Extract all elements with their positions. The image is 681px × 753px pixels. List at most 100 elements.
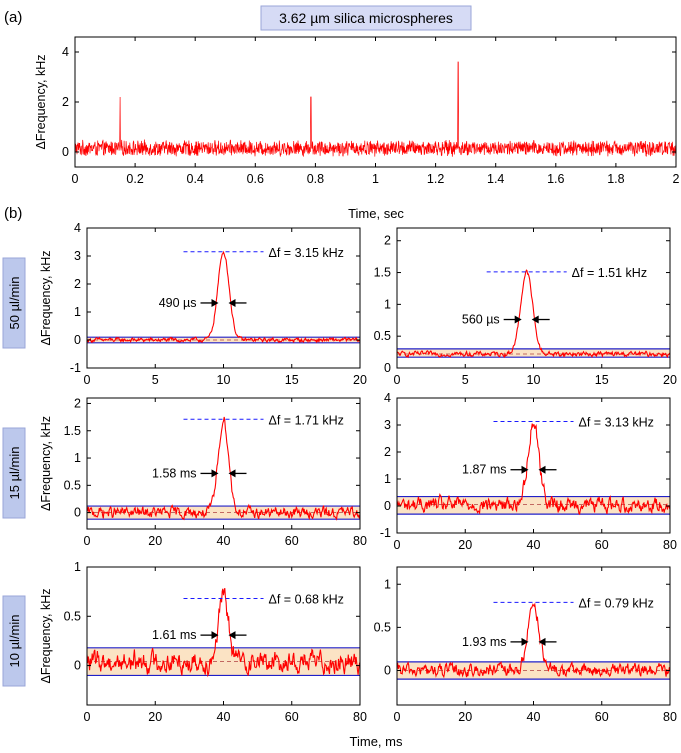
axes-frame [396, 227, 671, 369]
y-tick-label: -1 [70, 361, 81, 375]
width-arrowhead-left [521, 637, 529, 646]
y-tick-label: 0.5 [64, 478, 81, 492]
x-tick-label: 10 [527, 373, 541, 387]
y-tick-label: -1 [380, 526, 391, 540]
x-tick-label: 40 [527, 538, 541, 552]
y-tick-label: 1 [384, 577, 391, 591]
plots-layer: 0 0.2 0.4 0.6 0.8 1 1.2 1.4 1.6 1.8 2024ΔFrequency… [34, 36, 680, 724]
width-arrowhead-right [538, 465, 546, 474]
signal-trace [87, 588, 360, 678]
y-tick-label: 0 [384, 361, 391, 375]
plot-area [87, 416, 360, 521]
delta-f-label: Δf = 1.71 kHz [269, 413, 344, 427]
axes-frame [86, 566, 361, 706]
width-arrowhead-right [538, 637, 546, 646]
x-tick-label: 60 [595, 538, 609, 552]
x-tick-label: 1.6 [547, 172, 564, 186]
x-tick-label: 0 [394, 538, 401, 552]
delta-f-label: Δf = 3.15 kHz [269, 246, 344, 260]
y-tick-label: 2 [74, 277, 81, 291]
flow-label-15: 15 µl/min [2, 427, 26, 519]
x-tick-label: 60 [285, 534, 299, 548]
width-arrowhead-left [211, 298, 219, 307]
y-tick-label: 0.5 [374, 620, 391, 634]
plot-area [397, 423, 670, 516]
y-tick-label: 4 [74, 221, 81, 235]
x-tick-label: 5 [462, 373, 469, 387]
x-tick-label: 0 [394, 373, 401, 387]
x-axis-label-b: Time, ms [350, 734, 403, 749]
signal-trace [397, 602, 670, 679]
x-tick-label: 60 [285, 710, 299, 724]
signal-trace [87, 416, 360, 521]
peak-width-label: 560 µs [462, 313, 500, 327]
x-tick-label: 20 [353, 373, 367, 387]
plot-area [87, 250, 360, 344]
y-tick-label: 0 [384, 499, 391, 513]
y-axis-label: ΔFrequency, kHz [34, 55, 48, 150]
x-tick-label: 1.8 [607, 172, 624, 186]
noise-band [397, 348, 670, 358]
y-tick-label: 3 [384, 418, 391, 432]
title-box-text: 3.62 µm silica microspheres [279, 10, 453, 26]
flow-label-15-text: 15 µl/min [7, 446, 22, 499]
x-tick-label: 1.4 [487, 172, 504, 186]
x-tick-label: 20 [148, 534, 162, 548]
y-tick-label: 1 [74, 560, 81, 574]
peak-width-label: 490 µs [159, 296, 197, 310]
chart-a: 0 0.2 0.4 0.6 0.8 1 1.2 1.4 1.6 1.8 2 0 2 4 ΔFrequency… [34, 36, 680, 186]
x-tick-label: 0.2 [126, 172, 143, 186]
y-tick-label: 3 [74, 249, 81, 263]
y-tick-label: 1.5 [374, 266, 391, 280]
x-tick-label: 40 [217, 710, 231, 724]
y-tick-label: 2 [384, 234, 391, 248]
width-arrowhead-left [211, 631, 219, 640]
x-tick-label: 0.6 [247, 172, 264, 186]
delta-f-label: Δf = 3.13 kHz [579, 415, 654, 429]
x-tick-label: 1.2 [427, 172, 444, 186]
y-tick-label: 0.5 [374, 329, 391, 343]
y-tick-label: 4 [384, 391, 391, 405]
y-tick-label: 1 [74, 451, 81, 465]
y-tick-label: 1 [384, 472, 391, 486]
x-tick-label: 20 [663, 373, 677, 387]
y-tick-label: 2 [62, 95, 69, 109]
x-tick-label: 2 [673, 172, 680, 186]
y-tick-label: 1 [384, 297, 391, 311]
x-axis-label-a: Time, sec [348, 206, 404, 221]
flow-label-50: 50 µl/min [2, 257, 26, 349]
y-axis-label: ΔFrequency, kHz [39, 589, 53, 684]
panel-b-label: (b) [4, 205, 22, 222]
signal-trace [397, 423, 670, 516]
axes-frame [396, 566, 671, 706]
x-tick-label: 0 [84, 373, 91, 387]
x-tick-label: 10 [217, 373, 231, 387]
x-tick-label: 1 [372, 172, 379, 186]
plot-area [87, 588, 360, 678]
y-axis-label: ΔFrequency, kHz [39, 416, 53, 511]
y-tick-label: 0 [74, 659, 81, 673]
y-tick-label: 1.5 [64, 424, 81, 438]
peak-width-label: 1.87 ms [462, 463, 506, 477]
width-arrowhead-right [228, 298, 236, 307]
panel-a-label: (a) [4, 9, 22, 26]
y-tick-label: 1 [74, 305, 81, 319]
peak-width-label: 1.58 ms [152, 466, 196, 480]
x-tick-label: 80 [663, 710, 677, 724]
y-axis-label: ΔFrequency, kHz [39, 251, 53, 346]
y-tick-label: 0 [384, 664, 391, 678]
width-arrowhead-right [531, 315, 539, 324]
delta-f-label: Δf = 1.51 kHz [572, 266, 647, 280]
flow-label-10-text: 10 µl/min [7, 614, 22, 667]
y-tick-label: 0 [62, 145, 69, 159]
x-tick-label: 60 [595, 710, 609, 724]
peak-width-label: 1.93 ms [462, 635, 506, 649]
x-tick-label: 80 [353, 710, 367, 724]
title-box: 3.62 µm silica microspheres [260, 5, 472, 31]
y-tick-label: 2 [384, 445, 391, 459]
x-tick-label: 20 [148, 710, 162, 724]
x-tick-label: 0.4 [187, 172, 204, 186]
y-tick-label: 0.5 [64, 609, 81, 623]
chart-b6: 0 20 40 60 80 0 0.5 1 Δf = 0.79 kHz 1.93 ms [374, 566, 677, 724]
